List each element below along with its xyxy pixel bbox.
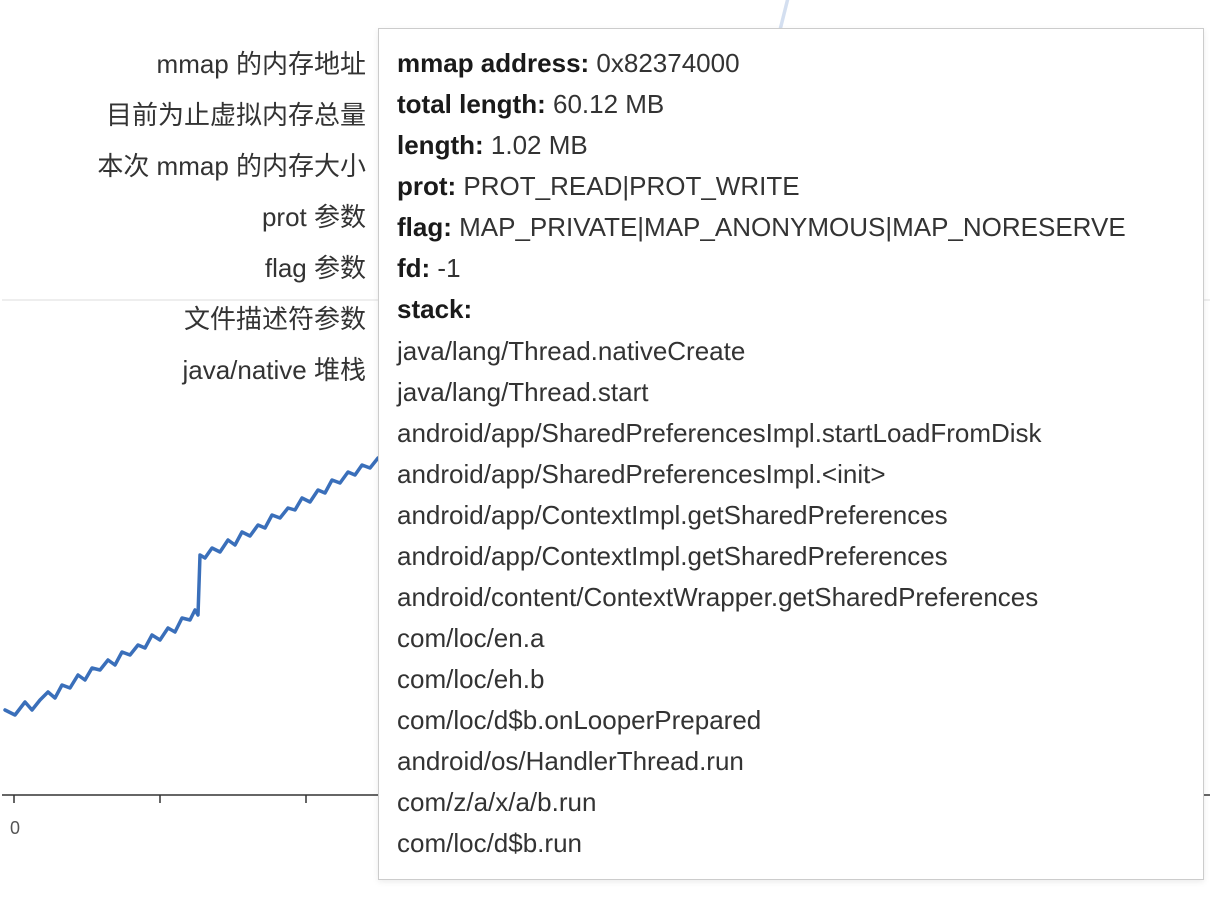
tooltip-value: PROT_READ|PROT_WRITE xyxy=(456,171,799,201)
tooltip-key: mmap address: xyxy=(397,48,589,78)
stack-trace-line-8: com/loc/eh.b xyxy=(397,659,1185,700)
annotation-label-2: 本次 mmap 的内存大小 xyxy=(97,147,380,186)
tooltip-value: MAP_PRIVATE|MAP_ANONYMOUS|MAP_NORESERVE xyxy=(452,212,1126,242)
tooltip-key: prot: xyxy=(397,171,456,201)
tooltip-value: 1.02 MB xyxy=(484,130,588,160)
annotation-label-5: 文件描述符参数 xyxy=(184,300,380,339)
tooltip-field-0: mmap address: 0x82374000 xyxy=(397,43,1185,84)
stack-trace-line-6: android/content/ContextWrapper.getShared… xyxy=(397,577,1185,618)
stack-trace-line-9: com/loc/d$b.onLooperPrepared xyxy=(397,700,1185,741)
annotation-label-6: java/native 堆栈 xyxy=(182,351,380,390)
stack-trace-line-0: java/lang/Thread.nativeCreate xyxy=(397,331,1185,372)
annotation-label-3: prot 参数 xyxy=(262,198,380,237)
tooltip-value: 0x82374000 xyxy=(589,48,739,78)
stack-trace-line-3: android/app/SharedPreferencesImpl.<init> xyxy=(397,454,1185,495)
annotation-label-0: mmap 的内存地址 xyxy=(157,45,380,84)
stack-trace-line-11: com/z/a/x/a/b.run xyxy=(397,782,1185,823)
chart-container: mmap 的内存地址目前为止虚拟内存总量本次 mmap 的内存大小 prot 参数… xyxy=(0,0,1212,898)
tooltip-field-2: length: 1.02 MB xyxy=(397,125,1185,166)
tooltip-key: length: xyxy=(397,130,484,160)
tooltip-value: 60.12 MB xyxy=(546,89,665,119)
tooltip-value: -1 xyxy=(430,253,460,283)
tooltip-key: stack: xyxy=(397,294,472,324)
tooltip-box: mmap address: 0x82374000total length: 60… xyxy=(378,28,1204,880)
stack-trace-line-12: com/loc/d$b.run xyxy=(397,823,1185,864)
tooltip-field-3: prot: PROT_READ|PROT_WRITE xyxy=(397,166,1185,207)
annotation-label-1: 目前为止虚拟内存总量 xyxy=(106,96,380,135)
stack-trace-line-4: android/app/ContextImpl.getSharedPrefere… xyxy=(397,495,1185,536)
tooltip-field-4: flag: MAP_PRIVATE|MAP_ANONYMOUS|MAP_NORE… xyxy=(397,207,1185,248)
stack-trace-line-10: android/os/HandlerThread.run xyxy=(397,741,1185,782)
axis-tick-label-0: 0 xyxy=(10,818,20,839)
tooltip-key: fd: xyxy=(397,253,430,283)
tooltip-key: total length: xyxy=(397,89,546,119)
tooltip-field-6: stack: xyxy=(397,289,1185,330)
labels-column: mmap 的内存地址目前为止虚拟内存总量本次 mmap 的内存大小 prot 参数… xyxy=(0,45,380,390)
stack-trace-line-7: com/loc/en.a xyxy=(397,618,1185,659)
tooltip-key: flag: xyxy=(397,212,452,242)
stack-trace-line-1: java/lang/Thread.start xyxy=(397,372,1185,413)
tooltip-field-1: total length: 60.12 MB xyxy=(397,84,1185,125)
tooltip-field-5: fd: -1 xyxy=(397,248,1185,289)
annotation-label-4: flag 参数 xyxy=(265,249,380,288)
stack-trace-line-5: android/app/ContextImpl.getSharedPrefere… xyxy=(397,536,1185,577)
stack-trace-line-2: android/app/SharedPreferencesImpl.startL… xyxy=(397,413,1185,454)
